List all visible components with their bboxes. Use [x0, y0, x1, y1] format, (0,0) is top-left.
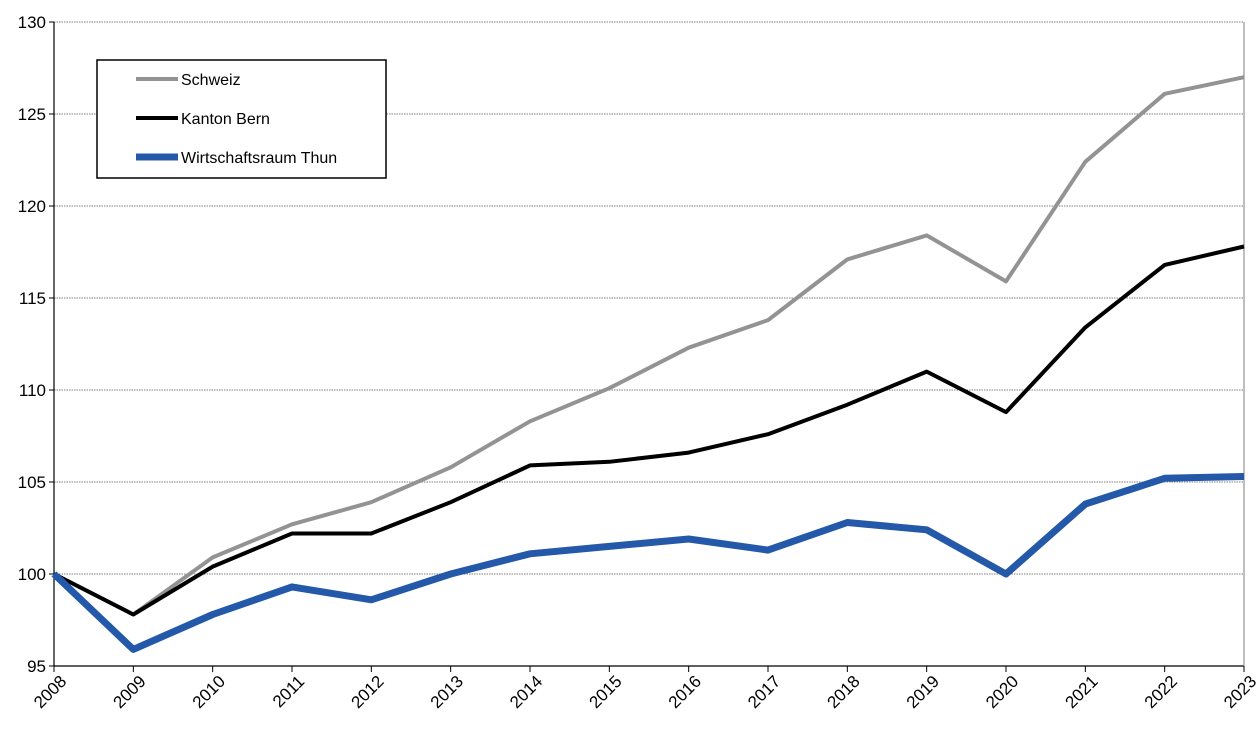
x-tick-label: 2020: [982, 672, 1022, 712]
series-line-wirtschaftsraum-thun: [51, 473, 1245, 653]
x-tick-label: 2016: [665, 672, 705, 712]
legend: Schweiz Kanton Bern Wirtschaftsraum Thun: [96, 59, 387, 179]
legend-label: Kanton Bern: [181, 111, 270, 128]
y-tick-label: 115: [19, 289, 46, 308]
x-tick-label: 2013: [427, 672, 467, 712]
x-tick-label: 2019: [903, 672, 943, 712]
y-axis-tick-labels: 95 100 105 110 115 120 125 130: [18, 13, 46, 676]
series-line-schweiz: [53, 75, 1245, 617]
x-tick-label: 2009: [109, 672, 149, 712]
y-tick-label: 110: [19, 381, 46, 400]
x-tick-label: 2011: [269, 672, 308, 711]
x-tick-label: 2008: [30, 672, 70, 712]
gridlines: [54, 21, 1244, 575]
y-tick-label: 100: [18, 565, 46, 584]
y-tick-label: 125: [18, 105, 46, 124]
x-tick-label: 2015: [585, 672, 625, 712]
y-tick-label: 130: [18, 13, 46, 32]
series-line-kanton-bern: [53, 244, 1245, 617]
y-tick-label: 120: [18, 197, 46, 216]
y-tick-label: 105: [18, 473, 46, 492]
x-tick-label: 2022: [1141, 672, 1181, 712]
series-lines: [51, 75, 1245, 653]
legend-label: Wirtschaftsraum Thun: [181, 150, 337, 167]
y-tick-label: 95: [27, 657, 46, 676]
x-tick-label: 2014: [506, 672, 546, 712]
x-tick-label: 2017: [744, 672, 784, 712]
axes: [49, 21, 1245, 672]
x-tick-label: 2021: [1061, 672, 1101, 712]
x-tick-label: 2012: [347, 672, 387, 712]
x-axis-tick-labels: 2008 2009 2010 2011 2012 2013 2014 2015 2016 2017…: [30, 672, 1258, 712]
legend-label: Schweiz: [181, 72, 241, 89]
x-tick-label: 2018: [823, 672, 863, 712]
x-tick-label: 2010: [189, 672, 229, 712]
x-tick-label: 2023: [1220, 672, 1258, 712]
